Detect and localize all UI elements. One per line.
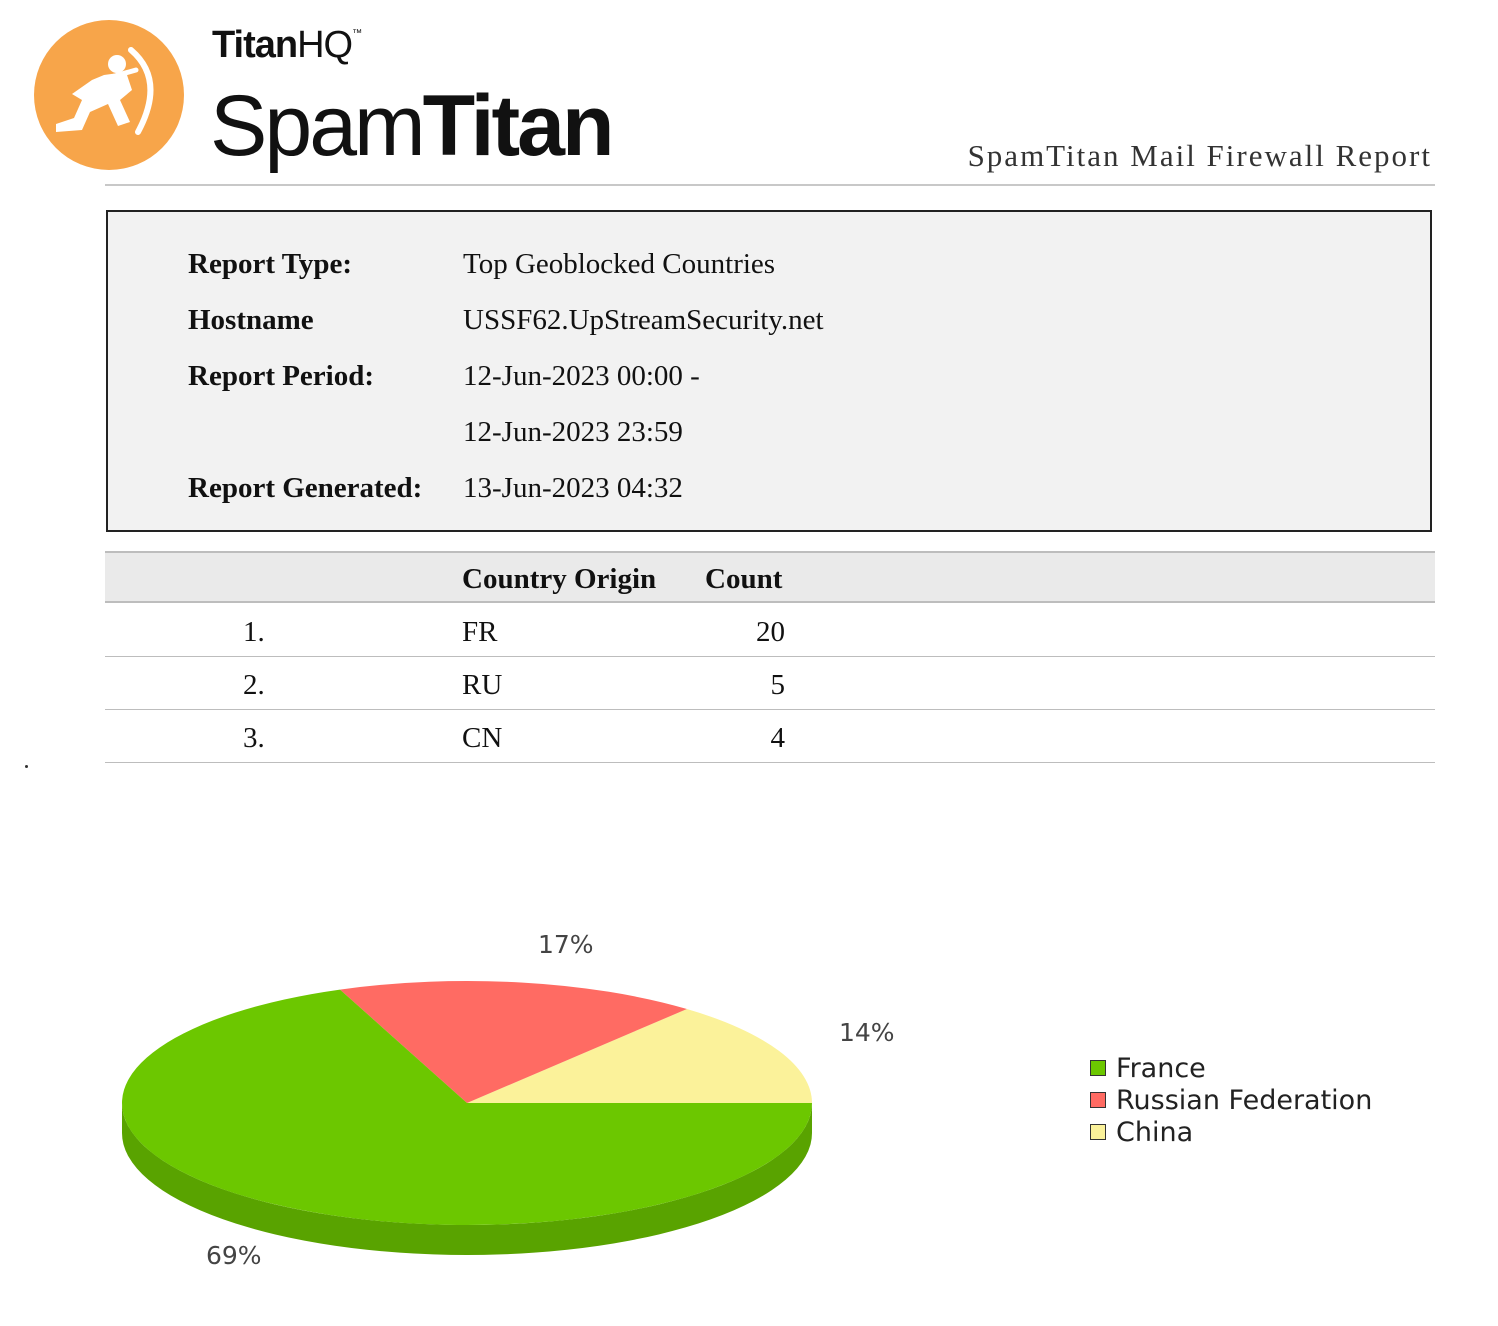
- pie-slice-france: [121, 989, 812, 1225]
- legend-item-china: China: [1090, 1116, 1372, 1148]
- chart-legend: France Russian Federation China: [1090, 1052, 1372, 1148]
- report-period-end: 12-Jun-2023 23:59: [463, 416, 683, 448]
- pie-slice-russian-federation: [339, 981, 687, 1103]
- row-count: 20: [756, 616, 785, 648]
- legend-item-russian-federation: Russian Federation: [1090, 1084, 1372, 1116]
- header-divider: [105, 184, 1435, 186]
- legend-label: France: [1116, 1052, 1206, 1084]
- report-type-label: Report Type:: [188, 248, 353, 280]
- hostname-label: Hostname: [188, 304, 314, 336]
- report-generated-label: Report Generated:: [188, 472, 423, 504]
- pie-side-france: [122, 1103, 812, 1255]
- row-country: RU: [462, 669, 503, 701]
- table-row: 3. CN 4: [105, 710, 1435, 763]
- legend-item-france: France: [1090, 1052, 1372, 1084]
- spamtitan-logo: [34, 20, 184, 170]
- table-row: 2. RU 5: [105, 657, 1435, 710]
- report-info-box: Report Type: Top Geoblocked Countries Ho…: [106, 210, 1432, 532]
- stray-dot: [25, 765, 28, 768]
- legend-swatch: [1090, 1124, 1106, 1140]
- pie-slice-china: [467, 1008, 812, 1103]
- legend-label: Russian Federation: [1116, 1084, 1373, 1116]
- company-name: TitanHQ™: [212, 24, 362, 66]
- row-count: 4: [770, 722, 786, 754]
- report-generated-value: 13-Jun-2023 04:32: [463, 472, 683, 504]
- row-country: FR: [462, 616, 498, 648]
- table-row: 1. FR 20: [105, 604, 1435, 657]
- column-header-count: Count: [705, 563, 783, 595]
- table-header: Country Origin Count: [105, 551, 1435, 603]
- legend-swatch: [1090, 1092, 1106, 1108]
- row-rank: 1.: [243, 616, 265, 648]
- row-rank: 2.: [243, 669, 265, 701]
- legend-label: China: [1116, 1116, 1194, 1148]
- row-rank: 3.: [243, 722, 265, 754]
- column-header-country: Country Origin: [462, 563, 657, 595]
- row-count: 5: [770, 669, 786, 701]
- pie-label-france: 69%: [206, 1241, 262, 1270]
- report-period-start: 12-Jun-2023 00:00 -: [463, 360, 700, 392]
- report-caption: SpamTitan Mail Firewall Report: [967, 138, 1432, 173]
- geoblock-pie-chart: 14% 17% 69%: [121, 930, 895, 1270]
- pie-label-china: 14%: [839, 1018, 895, 1047]
- product-name: SpamTitan: [210, 78, 615, 174]
- report-period-label: Report Period:: [188, 360, 375, 392]
- archer-icon: [56, 47, 154, 135]
- row-country: CN: [462, 722, 503, 754]
- hostname-value: USSF62.UpStreamSecurity.net: [463, 304, 824, 336]
- legend-swatch: [1090, 1060, 1106, 1076]
- report-type-value: Top Geoblocked Countries: [463, 248, 776, 280]
- pie-label-russian-federation: 17%: [538, 930, 594, 959]
